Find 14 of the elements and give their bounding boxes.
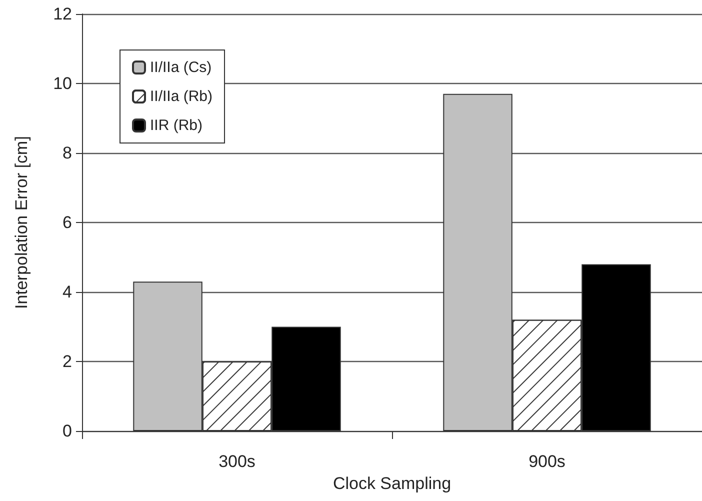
x-tick-label: 900s (528, 452, 566, 471)
legend-label: IIR (Rb) (150, 117, 203, 134)
legend-label: II/IIa (Cs) (150, 59, 212, 76)
y-tick-label: 4 (62, 282, 72, 302)
x-tick-label: 300s (218, 452, 256, 471)
y-tick-label: 8 (62, 144, 72, 162)
y-tick-label: 6 (62, 213, 72, 232)
y-tick-label: 2 (62, 352, 72, 371)
y-tick-label: 10 (53, 74, 72, 93)
y-axis-title: Interpolation Error [cm] (12, 136, 31, 309)
y-tick-label: 12 (53, 4, 72, 24)
y-tick-label: 0 (62, 422, 72, 440)
x-axis-title: Clock Sampling (332, 474, 452, 493)
legend-label: II/IIa (Rb) (150, 88, 213, 105)
